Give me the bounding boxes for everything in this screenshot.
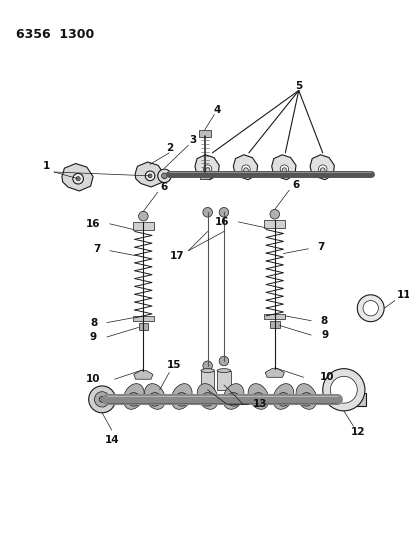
Text: 8: 8: [319, 316, 326, 326]
FancyBboxPatch shape: [200, 370, 214, 390]
Circle shape: [76, 176, 80, 181]
Text: 15: 15: [166, 360, 181, 370]
Circle shape: [145, 171, 155, 181]
Text: 6: 6: [292, 181, 299, 190]
Circle shape: [243, 168, 248, 172]
Circle shape: [218, 207, 228, 217]
Circle shape: [241, 165, 249, 173]
Text: 11: 11: [396, 290, 409, 300]
Text: 9: 9: [90, 332, 97, 342]
Text: 6: 6: [160, 182, 168, 192]
Circle shape: [161, 173, 167, 179]
Circle shape: [203, 165, 211, 173]
Circle shape: [94, 392, 110, 407]
Text: 8: 8: [90, 318, 98, 328]
Text: 6356  1300: 6356 1300: [16, 28, 94, 41]
Circle shape: [279, 165, 288, 173]
Circle shape: [88, 386, 115, 413]
Ellipse shape: [247, 384, 268, 409]
FancyBboxPatch shape: [138, 322, 148, 330]
Circle shape: [320, 168, 324, 172]
Text: 10: 10: [86, 374, 101, 384]
Circle shape: [322, 369, 364, 411]
Text: 4: 4: [213, 104, 220, 115]
Polygon shape: [271, 155, 295, 180]
Text: 16: 16: [86, 219, 101, 229]
Ellipse shape: [200, 369, 214, 373]
Text: 13: 13: [252, 399, 267, 409]
Text: 16: 16: [214, 217, 229, 227]
Polygon shape: [133, 370, 153, 379]
Ellipse shape: [123, 384, 144, 409]
Circle shape: [281, 168, 286, 172]
Circle shape: [127, 393, 140, 406]
Polygon shape: [309, 155, 333, 180]
Circle shape: [200, 393, 214, 406]
Circle shape: [202, 361, 212, 370]
Circle shape: [218, 356, 228, 366]
Circle shape: [356, 295, 383, 321]
Circle shape: [269, 209, 279, 219]
Polygon shape: [195, 155, 219, 180]
FancyBboxPatch shape: [217, 370, 230, 390]
Ellipse shape: [171, 384, 192, 409]
Ellipse shape: [272, 384, 293, 409]
Ellipse shape: [217, 369, 230, 373]
Polygon shape: [265, 369, 284, 377]
Circle shape: [276, 393, 290, 406]
Circle shape: [299, 393, 312, 406]
Ellipse shape: [222, 384, 243, 409]
Text: 3: 3: [189, 135, 196, 146]
Text: 9: 9: [320, 330, 328, 340]
FancyBboxPatch shape: [263, 220, 285, 228]
Text: 2: 2: [165, 143, 173, 153]
Text: 7: 7: [93, 244, 101, 254]
FancyBboxPatch shape: [133, 316, 153, 321]
Circle shape: [148, 393, 161, 406]
Polygon shape: [233, 155, 257, 180]
FancyBboxPatch shape: [336, 393, 365, 406]
Ellipse shape: [295, 384, 316, 409]
FancyBboxPatch shape: [133, 222, 153, 230]
Polygon shape: [135, 162, 164, 187]
FancyBboxPatch shape: [263, 314, 285, 319]
Circle shape: [205, 168, 209, 172]
Text: 12: 12: [350, 427, 364, 437]
Text: 14: 14: [104, 434, 119, 445]
Circle shape: [157, 169, 171, 183]
Text: 5: 5: [294, 80, 302, 91]
Circle shape: [138, 212, 148, 221]
Circle shape: [99, 397, 105, 402]
Circle shape: [226, 393, 240, 406]
Circle shape: [362, 301, 378, 316]
Ellipse shape: [144, 384, 165, 409]
FancyBboxPatch shape: [200, 172, 209, 179]
Circle shape: [202, 207, 212, 217]
FancyBboxPatch shape: [198, 130, 210, 138]
Text: 17: 17: [169, 252, 184, 261]
Circle shape: [73, 173, 83, 184]
Ellipse shape: [197, 384, 218, 409]
Ellipse shape: [333, 393, 340, 406]
Circle shape: [175, 393, 188, 406]
FancyBboxPatch shape: [269, 321, 279, 328]
Circle shape: [318, 165, 326, 173]
Text: 10: 10: [319, 372, 334, 382]
Text: 7: 7: [317, 242, 324, 252]
Circle shape: [251, 393, 265, 406]
Polygon shape: [62, 164, 93, 191]
Circle shape: [330, 376, 356, 403]
Text: 1: 1: [43, 161, 50, 171]
Circle shape: [148, 174, 152, 178]
